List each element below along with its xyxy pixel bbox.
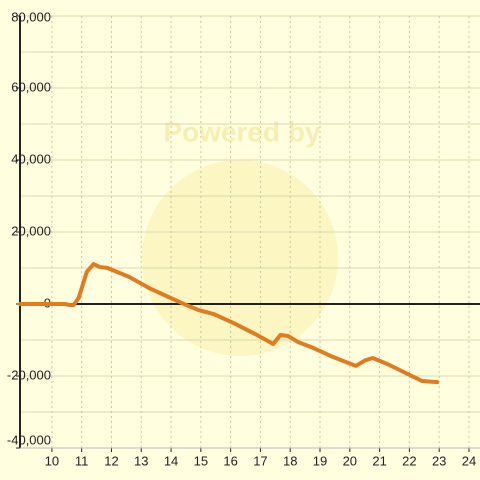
- x-tick-label: 21: [372, 453, 386, 468]
- y-tick-label: -20,000: [7, 367, 51, 382]
- x-tick-label: 18: [283, 453, 297, 468]
- x-tick-label: 16: [223, 453, 237, 468]
- watermark: Powered by: [163, 116, 321, 147]
- x-tick-label: 11: [75, 453, 89, 468]
- x-tick-label: 22: [402, 453, 416, 468]
- data-line: [18, 262, 440, 385]
- x-tick-label: 10: [45, 453, 59, 468]
- y-tick-label: 60,000: [11, 79, 51, 94]
- x-tick-label: 15: [194, 453, 208, 468]
- x-tick-label: 19: [313, 453, 327, 468]
- y-tick-label: 40,000: [11, 151, 51, 166]
- x-tick-label: 24: [462, 453, 476, 468]
- y-tick-label: 20,000: [11, 223, 51, 238]
- x-tick-label: 12: [104, 453, 118, 468]
- x-tick-label: 20: [343, 453, 357, 468]
- y-tick-label: 80,000: [11, 9, 51, 24]
- x-tick-label: 13: [134, 453, 148, 468]
- y-tick-label: -40,000: [7, 432, 51, 447]
- x-tick-label: 14: [164, 453, 178, 468]
- x-tick-label: 17: [253, 453, 267, 468]
- x-tick-label: 23: [432, 453, 446, 468]
